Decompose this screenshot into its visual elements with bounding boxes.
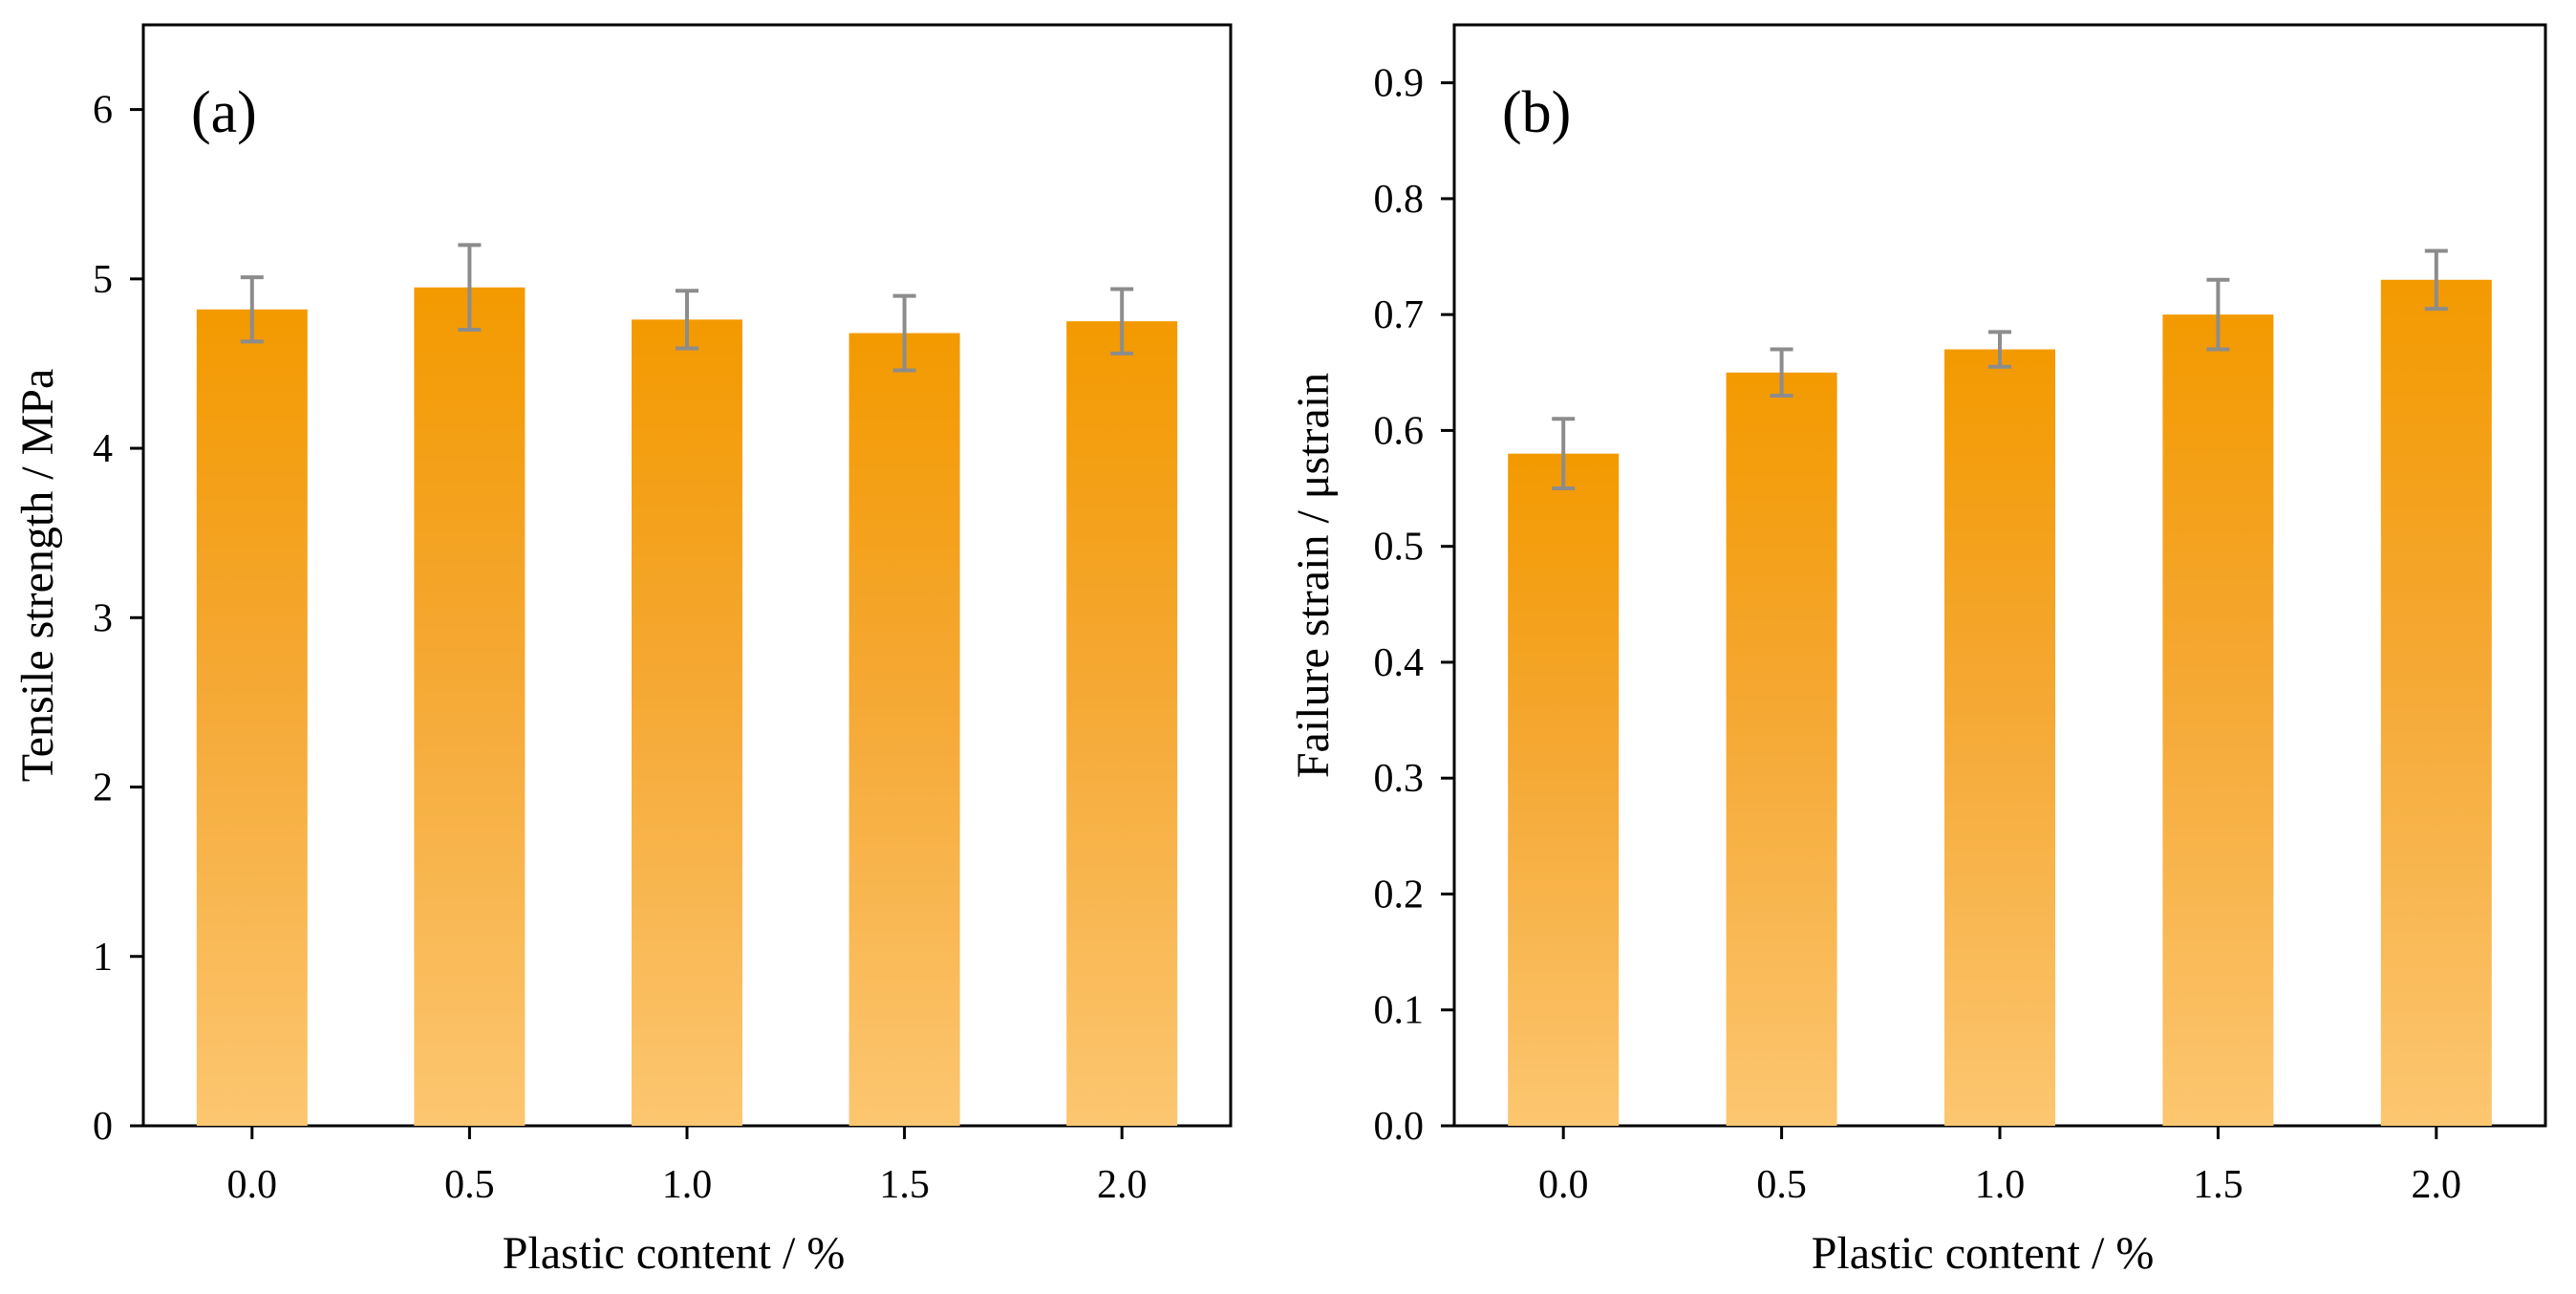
- y-tick-label: 2: [93, 766, 113, 810]
- x-tick-label: 1.0: [1975, 1163, 2026, 1207]
- bar-a-0.0: [196, 309, 308, 1126]
- x-tick-label: 0.0: [1538, 1163, 1589, 1207]
- error-bar-b-0.0: [1552, 417, 1576, 491]
- y-axis-ticks-a: 0 1 2 3 4 5 6: [93, 89, 143, 1149]
- bar-a-1.5: [848, 333, 960, 1126]
- x-tick-label: 2.0: [2412, 1163, 2462, 1207]
- y-tick-label: 0.8: [1374, 178, 1425, 222]
- y-tick-label: 3: [93, 596, 113, 640]
- x-tick-label: 0.5: [444, 1163, 495, 1207]
- x-tick-label: 0.5: [1756, 1163, 1807, 1207]
- x-axis-ticks-b: 0.0 0.5 1.0 1.5 2.0: [1538, 1126, 2461, 1207]
- y-tick-label: 0.5: [1374, 526, 1425, 570]
- error-bar-b-1.0: [1988, 330, 2011, 369]
- y-tick-label: 0.1: [1374, 989, 1425, 1033]
- bar-a-2.0: [1066, 321, 1178, 1126]
- error-bars-b: [1552, 248, 2448, 491]
- y-tick-label: 0: [93, 1105, 113, 1149]
- error-bars-a: [240, 243, 1134, 373]
- bar-b-1.0: [1944, 349, 2055, 1126]
- error-bar-a-0.5: [458, 243, 482, 333]
- y-tick-label: 0.9: [1374, 62, 1425, 106]
- x-tick-label: 2.0: [1097, 1163, 1148, 1207]
- chart-panel-b: 0.0 0.1 0.2 0.3 0.4 0.5 0.6 0.7 0.8 0.9 0.0 0.5 1.0…: [1288, 23, 2547, 1279]
- y-tick-label: 0.0: [1374, 1105, 1425, 1149]
- y-tick-label: 1: [93, 936, 113, 980]
- error-bar-a-0.0: [240, 275, 264, 344]
- y-tick-label: 0.4: [1374, 641, 1425, 685]
- y-tick-label: 4: [93, 427, 113, 471]
- error-bar-b-1.5: [2206, 277, 2230, 352]
- y-tick-label: 6: [93, 89, 113, 133]
- y-axis-label-b: Failure strain / μstrain: [1288, 373, 1339, 778]
- error-bar-a-2.0: [1110, 287, 1134, 356]
- x-tick-label: 1.5: [2193, 1163, 2243, 1207]
- bar-b-0.0: [1508, 453, 1620, 1126]
- panel-label-b: (b): [1502, 80, 1571, 145]
- panel-label-a: (a): [191, 80, 257, 145]
- y-tick-label: 0.2: [1374, 873, 1425, 917]
- bars-b: [1508, 279, 2492, 1126]
- x-axis-ticks-a: 0.0 0.5 1.0 1.5 2.0: [227, 1126, 1148, 1207]
- bars-a: [196, 287, 1178, 1127]
- bar-b-0.5: [1726, 372, 1837, 1126]
- x-tick-label: 1.0: [662, 1163, 713, 1207]
- y-tick-label: 0.7: [1374, 293, 1425, 337]
- bar-a-1.0: [632, 319, 742, 1126]
- error-bar-a-1.5: [892, 293, 916, 373]
- chart-panel-a: 0 1 2 3 4 5 6 0.0 0.5 1.0 1.5 2.0 (a) Plastic cont…: [12, 23, 1233, 1279]
- y-tick-label: 0.6: [1374, 409, 1425, 453]
- y-tick-label: 0.3: [1374, 757, 1425, 801]
- x-tick-label: 1.5: [879, 1163, 930, 1207]
- error-bar-b-2.0: [2424, 248, 2448, 312]
- x-tick-label: 0.0: [227, 1163, 278, 1207]
- bar-a-0.5: [414, 287, 526, 1127]
- error-bar-b-0.5: [1770, 347, 1793, 399]
- x-axis-label-b: Plastic content / %: [1812, 1228, 2155, 1279]
- y-axis-ticks-b: 0.0 0.1 0.2 0.3 0.4 0.5 0.6 0.7 0.8 0.9: [1374, 62, 1454, 1149]
- bar-b-2.0: [2380, 279, 2492, 1126]
- y-axis-label-a: Tensile strength / MPa: [12, 369, 63, 783]
- x-axis-label-a: Plastic content / %: [503, 1228, 846, 1279]
- bar-b-1.5: [2162, 314, 2274, 1126]
- error-bar-a-1.0: [676, 289, 698, 351]
- y-tick-label: 5: [93, 258, 113, 302]
